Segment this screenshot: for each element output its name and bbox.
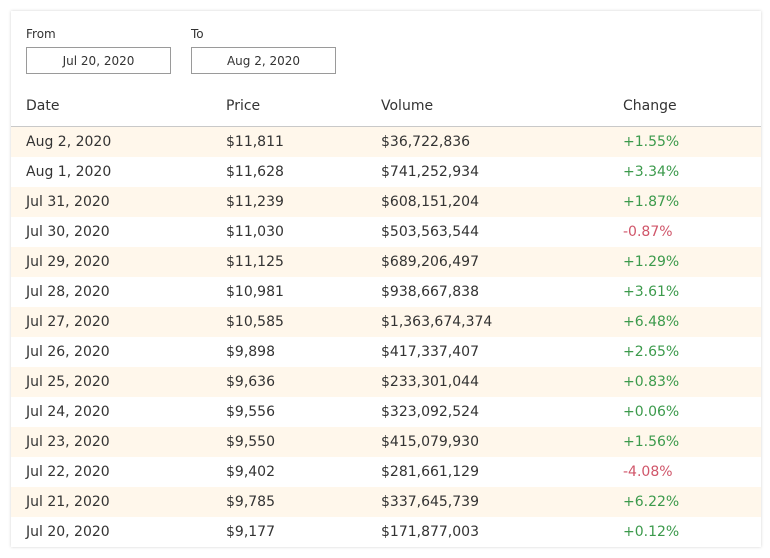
from-filter: From	[26, 27, 171, 74]
volume-cell: $415,079,930	[381, 434, 479, 450]
from-date-input[interactable]	[26, 47, 171, 74]
price-cell: $9,898	[226, 344, 275, 360]
change-cell: +1.87%	[623, 194, 680, 210]
date-cell: Jul 25, 2020	[26, 374, 110, 390]
table-row: Aug 1, 2020 $11,628 $741,252,934 +3.34%	[11, 157, 761, 187]
table-row: Jul 29, 2020 $11,125 $689,206,497 +1.29%	[11, 247, 761, 277]
price-cell: $9,402	[226, 464, 275, 480]
change-cell: +3.34%	[623, 164, 680, 180]
table-row: Jul 31, 2020 $11,239 $608,151,204 +1.87%	[11, 187, 761, 217]
header-volume: Volume	[381, 98, 434, 114]
change-cell: +2.65%	[623, 344, 680, 360]
price-cell: $9,556	[226, 404, 275, 420]
price-cell: $9,177	[226, 524, 275, 540]
to-date-input[interactable]	[191, 47, 336, 74]
volume-cell: $1,363,674,374	[381, 314, 493, 330]
volume-cell: $337,645,739	[381, 494, 479, 510]
price-cell: $11,030	[226, 224, 284, 240]
to-filter: To	[191, 27, 336, 74]
date-cell: Jul 20, 2020	[26, 524, 110, 540]
change-cell: +1.56%	[623, 434, 680, 450]
price-history-card: From To Date Price Volume Change Aug 2, …	[11, 11, 761, 547]
price-cell: $11,239	[226, 194, 284, 210]
price-cell: $11,811	[226, 134, 284, 150]
table-row: Jul 25, 2020 $9,636 $233,301,044 +0.83%	[11, 367, 761, 397]
header-change: Change	[623, 98, 677, 114]
table-row: Jul 28, 2020 $10,981 $938,667,838 +3.61%	[11, 277, 761, 307]
change-cell: +0.83%	[623, 374, 680, 390]
volume-cell: $503,563,544	[381, 224, 479, 240]
to-label: To	[191, 27, 204, 41]
date-cell: Aug 2, 2020	[26, 134, 112, 150]
volume-cell: $171,877,003	[381, 524, 479, 540]
date-cell: Jul 24, 2020	[26, 404, 110, 420]
volume-cell: $608,151,204	[381, 194, 479, 210]
date-cell: Jul 23, 2020	[26, 434, 110, 450]
change-cell: +1.55%	[623, 134, 680, 150]
change-cell: +6.48%	[623, 314, 680, 330]
header-price: Price	[226, 98, 261, 114]
from-label: From	[26, 27, 56, 41]
date-cell: Aug 1, 2020	[26, 164, 112, 180]
table-row: Jul 26, 2020 $9,898 $417,337,407 +2.65%	[11, 337, 761, 367]
volume-cell: $233,301,044	[381, 374, 479, 390]
date-cell: Jul 30, 2020	[26, 224, 110, 240]
date-cell: Jul 31, 2020	[26, 194, 110, 210]
change-cell: +0.12%	[623, 524, 680, 540]
date-cell: Jul 22, 2020	[26, 464, 110, 480]
volume-cell: $417,337,407	[381, 344, 479, 360]
table-row: Aug 2, 2020 $11,811 $36,722,836 +1.55%	[11, 127, 761, 157]
volume-cell: $938,667,838	[381, 284, 479, 300]
volume-cell: $689,206,497	[381, 254, 479, 270]
change-cell: +6.22%	[623, 494, 680, 510]
price-cell: $11,125	[226, 254, 284, 270]
price-history-table: Date Price Volume Change Aug 2, 2020 $11,…	[11, 93, 761, 547]
price-cell: $9,550	[226, 434, 275, 450]
price-cell: $9,636	[226, 374, 275, 390]
table-row: Jul 30, 2020 $11,030 $503,563,544 -0.87%	[11, 217, 761, 247]
header-date: Date	[26, 98, 60, 114]
date-cell: Jul 28, 2020	[26, 284, 110, 300]
date-cell: Jul 29, 2020	[26, 254, 110, 270]
table-row: Jul 23, 2020 $9,550 $415,079,930 +1.56%	[11, 427, 761, 457]
price-cell: $9,785	[226, 494, 275, 510]
table-row: Jul 20, 2020 $9,177 $171,877,003 +0.12%	[11, 517, 761, 547]
price-cell: $10,981	[226, 284, 284, 300]
table-row: Jul 22, 2020 $9,402 $281,661,129 -4.08%	[11, 457, 761, 487]
table-row: Jul 27, 2020 $10,585 $1,363,674,374 +6.48%	[11, 307, 761, 337]
change-cell: +3.61%	[623, 284, 680, 300]
date-cell: Jul 21, 2020	[26, 494, 110, 510]
change-cell: -4.08%	[623, 464, 673, 480]
volume-cell: $281,661,129	[381, 464, 479, 480]
table-row: Jul 21, 2020 $9,785 $337,645,739 +6.22%	[11, 487, 761, 517]
change-cell: +0.06%	[623, 404, 680, 420]
price-cell: $11,628	[226, 164, 284, 180]
table-row: Jul 24, 2020 $9,556 $323,092,524 +0.06%	[11, 397, 761, 427]
table-header-row: Date Price Volume Change	[11, 93, 761, 127]
date-cell: Jul 26, 2020	[26, 344, 110, 360]
volume-cell: $323,092,524	[381, 404, 479, 420]
table-body: Aug 2, 2020 $11,811 $36,722,836 +1.55% Aug 1…	[11, 127, 761, 547]
price-cell: $10,585	[226, 314, 284, 330]
change-cell: +1.29%	[623, 254, 680, 270]
date-cell: Jul 27, 2020	[26, 314, 110, 330]
change-cell: -0.87%	[623, 224, 673, 240]
volume-cell: $741,252,934	[381, 164, 479, 180]
volume-cell: $36,722,836	[381, 134, 471, 150]
